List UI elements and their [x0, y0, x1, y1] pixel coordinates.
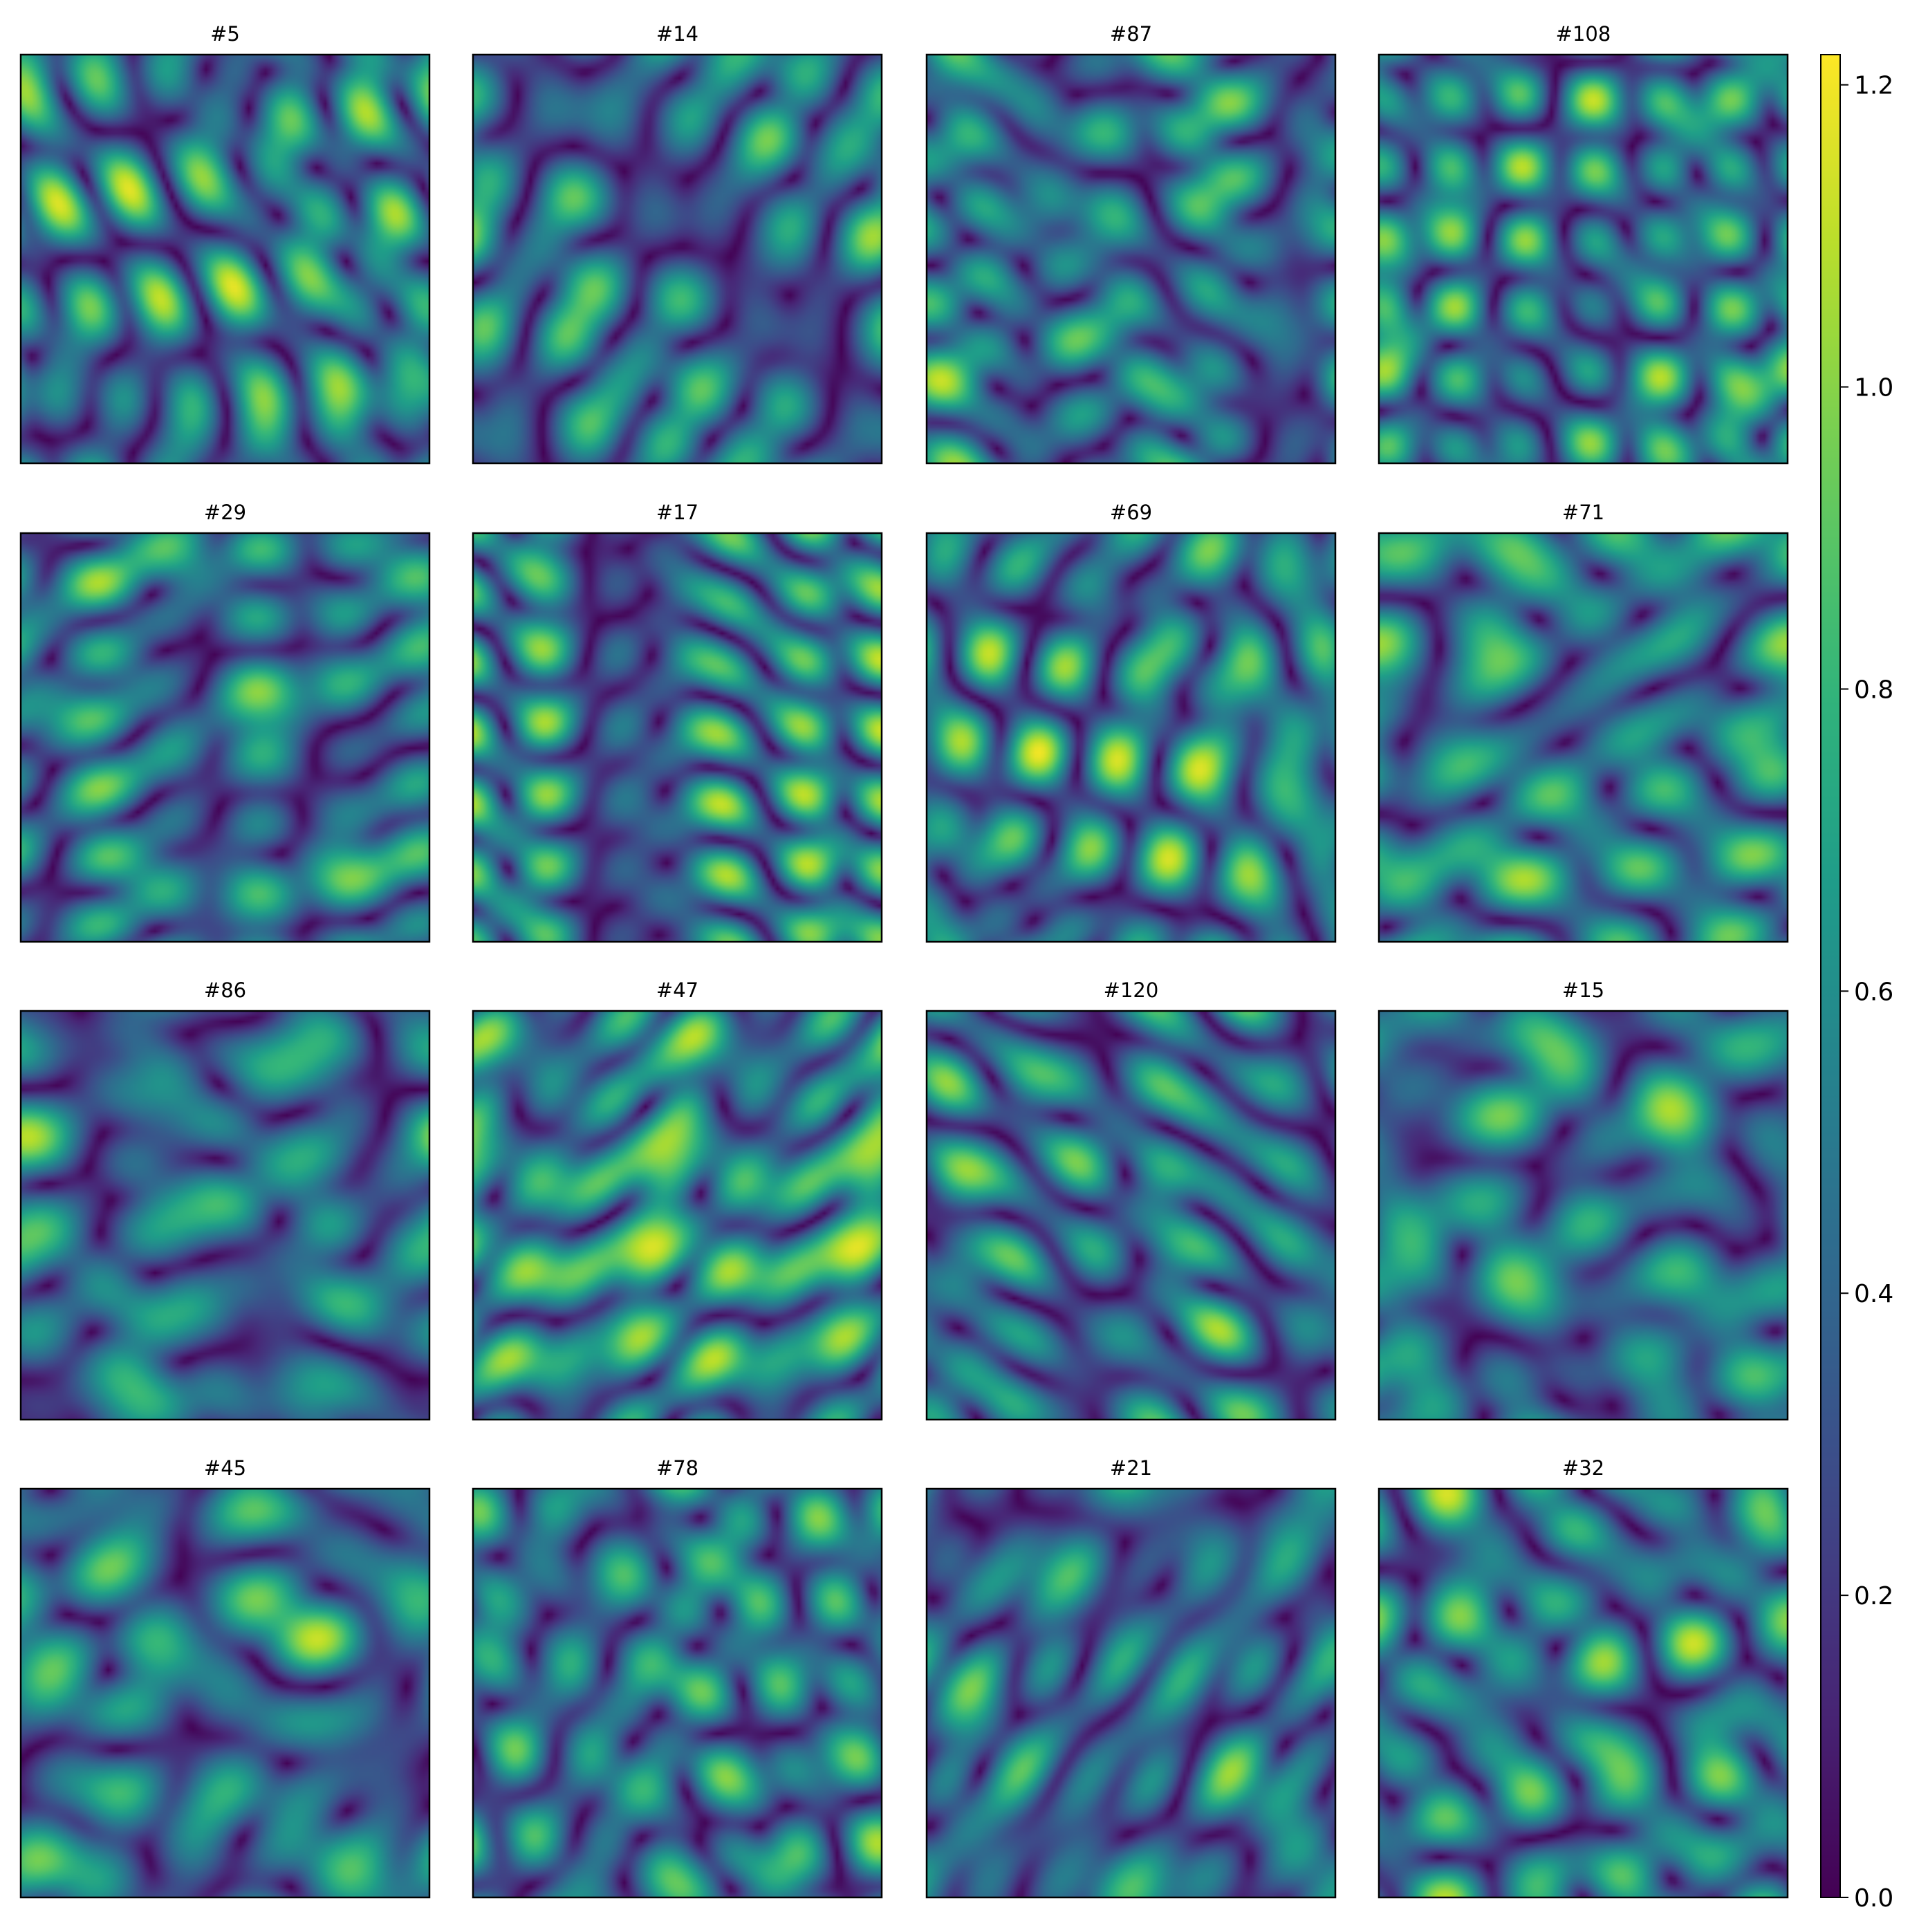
- heatmap-panel: #108: [1378, 22, 1789, 465]
- panel-title: #87: [1110, 22, 1152, 46]
- panel-frame: [19, 1487, 431, 1899]
- panel-frame: [472, 532, 883, 943]
- heatmap-panel: #69: [925, 501, 1337, 943]
- panel-title: #5: [210, 22, 240, 46]
- heatmap-panel: #87: [925, 22, 1337, 465]
- heatmap-image: [473, 55, 882, 463]
- colorbar-tick-label: 1.0: [1854, 374, 1893, 402]
- panel-frame: [472, 1010, 883, 1421]
- heatmap-panel: #71: [1378, 501, 1789, 943]
- heatmap-panel: #47: [472, 978, 883, 1421]
- panel-title: #21: [1110, 1456, 1152, 1480]
- heatmap-image: [1379, 1489, 1788, 1897]
- heatmap-panel: #21: [925, 1456, 1337, 1899]
- heatmap-panel: #86: [19, 978, 431, 1421]
- panel-title: #69: [1110, 501, 1152, 524]
- heatmap-panel: #32: [1378, 1456, 1789, 1899]
- panel-frame: [925, 1010, 1337, 1421]
- panel-frame: [472, 1487, 883, 1899]
- panel-title: #15: [1562, 978, 1604, 1002]
- heatmap-panel: #78: [472, 1456, 883, 1899]
- heatmap-panel: #5: [19, 22, 431, 465]
- panel-title: #86: [204, 978, 246, 1002]
- heatmap-image: [473, 1489, 882, 1897]
- panel-title: #78: [656, 1456, 698, 1480]
- heatmap-image: [21, 1011, 429, 1420]
- panel-title: #14: [656, 22, 698, 46]
- panel-title: #45: [204, 1456, 246, 1480]
- heatmap-image: [473, 1011, 882, 1420]
- heatmap-image: [927, 1489, 1335, 1897]
- panel-frame: [19, 53, 431, 465]
- panel-title: #120: [1104, 978, 1159, 1002]
- heatmap-image: [927, 1011, 1335, 1420]
- colorbar-tick-label: 0.8: [1854, 676, 1893, 704]
- heatmap-image: [21, 55, 429, 463]
- heatmap-panel: #29: [19, 501, 431, 943]
- heatmap-panel: #120: [925, 978, 1337, 1421]
- colorbar-tick-label: 0.6: [1854, 978, 1893, 1006]
- panel-frame: [19, 1010, 431, 1421]
- heatmap-image: [21, 1489, 429, 1897]
- heatmap-panel: #15: [1378, 978, 1789, 1421]
- heatmap-image: [927, 55, 1335, 463]
- colorbar-tick-label: 0.4: [1854, 1280, 1893, 1308]
- panel-frame: [1378, 53, 1789, 465]
- colorbar-tick-label: 0.0: [1854, 1884, 1893, 1913]
- panel-title: #47: [656, 978, 698, 1002]
- heatmap-image: [1379, 55, 1788, 463]
- heatmap-image: [1379, 1011, 1788, 1420]
- heatmap-panels: #5 #14 #87 #108 #29 #17 #69 #71 #86 #47 #120 #15 #45…: [19, 22, 1789, 1899]
- colorbar-tick-label: 1.2: [1854, 72, 1893, 100]
- panel-frame: [925, 532, 1337, 943]
- panel-frame: [1378, 1010, 1789, 1421]
- heatmap-image: [1379, 533, 1788, 942]
- panel-title: #71: [1562, 501, 1604, 524]
- panel-title: #32: [1562, 1456, 1604, 1480]
- panel-frame: [1378, 1487, 1789, 1899]
- colorbar: 0.0 0.2 0.4 0.6 0.8 1.0 1.2: [1820, 54, 1893, 1913]
- panel-frame: [925, 1487, 1337, 1899]
- heatmap-image: [927, 533, 1335, 942]
- panel-title: #29: [204, 501, 246, 524]
- colorbar-gradient: [1820, 54, 1841, 1898]
- heatmap-image: [473, 533, 882, 942]
- panel-title: #17: [656, 501, 698, 524]
- panel-title: #108: [1556, 22, 1611, 46]
- panel-frame: [925, 53, 1337, 465]
- panel-frame: [472, 53, 883, 465]
- panel-frame: [19, 532, 431, 943]
- heatmap-panel: #45: [19, 1456, 431, 1899]
- heatmap-image: [21, 533, 429, 942]
- heatmap-panel: #14: [472, 22, 883, 465]
- heatmap-panel: #17: [472, 501, 883, 943]
- panel-frame: [1378, 532, 1789, 943]
- colorbar-tick-label: 0.2: [1854, 1582, 1893, 1610]
